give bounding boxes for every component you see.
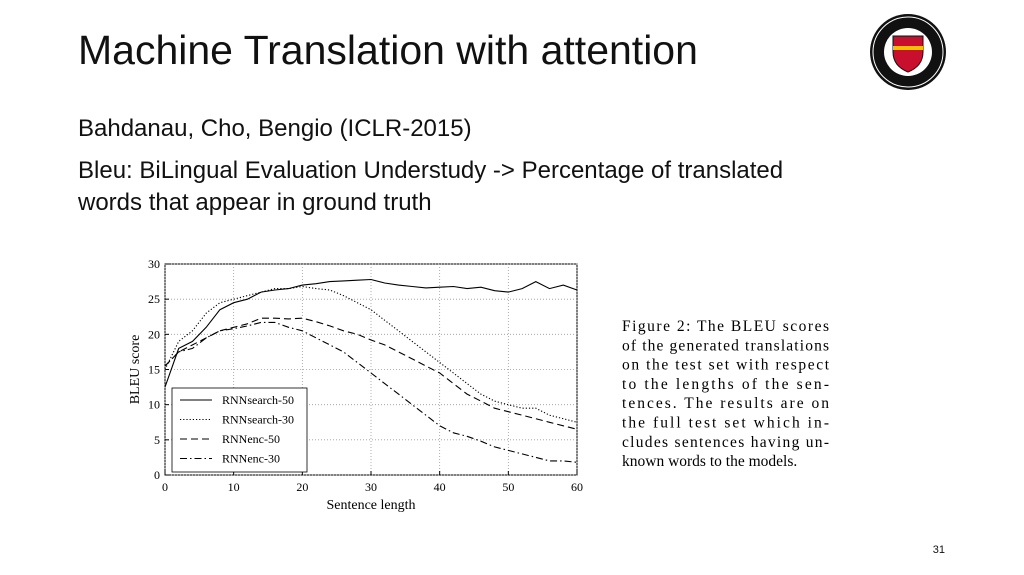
legend-label: RNNsearch-50	[222, 393, 294, 407]
slide-text: words that appear in ground truth	[77, 189, 432, 216]
legend-label: RNNsearch-30	[222, 413, 294, 427]
y-tick-label: 10	[148, 398, 160, 412]
series-line	[164, 278, 578, 388]
logo	[870, 14, 946, 90]
x-tick-label: 40	[434, 480, 446, 494]
y-tick-label: 25	[148, 292, 160, 306]
page-number: 31	[933, 544, 945, 556]
x-tick-label: 60	[571, 480, 583, 494]
y-tick-label: 0	[154, 468, 160, 482]
figure-caption: to the lengths of the sen-	[622, 376, 829, 393]
x-axis-label: Sentence length	[326, 498, 415, 513]
y-tick-label: 15	[148, 363, 160, 377]
y-tick-label: 30	[148, 257, 160, 271]
figure-caption: cludes sentences having un-	[622, 434, 829, 451]
x-tick-label: 50	[502, 480, 514, 494]
series-line	[164, 321, 578, 463]
y-axis-label: BLEU score	[128, 335, 143, 405]
legend-label: RNNenc-50	[222, 432, 280, 446]
figure-caption: the full test set which in-	[622, 415, 829, 432]
figure-caption: known words to the models.	[622, 453, 797, 470]
slide-text: Bleu: BiLingual Evaluation Understudy ->…	[78, 157, 783, 184]
x-tick-label: 0	[162, 480, 168, 494]
figure-caption: of the generated translations	[622, 337, 829, 354]
x-tick-label: 10	[228, 480, 240, 494]
series-line	[164, 285, 578, 423]
legend-label: RNNenc-30	[222, 452, 280, 466]
y-tick-label: 20	[148, 327, 160, 341]
series-line	[164, 317, 578, 430]
x-tick-label: 30	[365, 480, 377, 494]
slide-text: Bahdanau, Cho, Bengio (ICLR-2015)	[78, 115, 472, 142]
figure-caption: Figure 2: The BLEU scores	[622, 318, 829, 335]
x-tick-label: 20	[296, 480, 308, 494]
figure-caption: tences. The results are on	[622, 395, 829, 412]
figure-caption: on the test set with respect	[622, 357, 830, 374]
slide-title: Machine Translation with attention	[78, 27, 698, 73]
y-tick-label: 5	[154, 433, 160, 447]
